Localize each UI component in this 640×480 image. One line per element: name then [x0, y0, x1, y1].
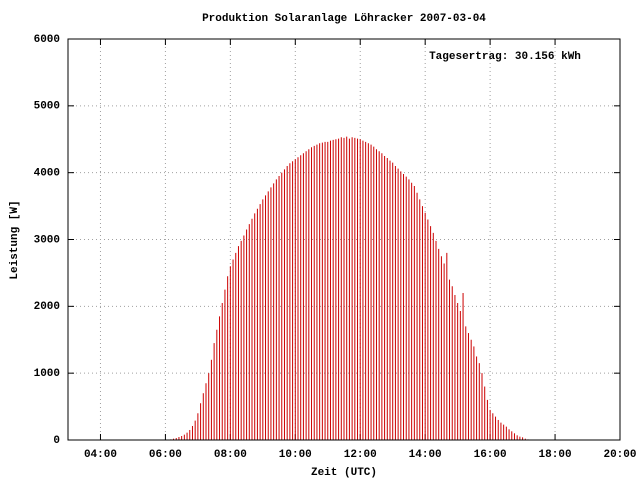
x-tick-label: 14:00 — [409, 449, 442, 461]
x-tick-label: 08:00 — [214, 449, 247, 461]
y-tick-label: 0 — [53, 435, 60, 447]
x-axis-label: Zeit (UTC) — [311, 467, 377, 479]
x-tick-label: 04:00 — [84, 449, 117, 461]
y-tick-label: 6000 — [34, 34, 60, 46]
chart-title: Produktion Solaranlage Löhracker 2007-03… — [202, 13, 486, 25]
x-tick-label: 06:00 — [149, 449, 182, 461]
annotation: Tagesertrag: 30.156 kWh — [429, 51, 581, 63]
y-tick-label: 2000 — [34, 301, 60, 313]
y-tick-label: 5000 — [34, 101, 60, 113]
x-tick-label: 12:00 — [344, 449, 377, 461]
y-tick-label: 1000 — [34, 368, 60, 380]
x-tick-label: 10:00 — [279, 449, 312, 461]
x-tick-label: 16:00 — [474, 449, 507, 461]
y-axis-label: Leistung [W] — [9, 200, 21, 279]
x-tick-label: 20:00 — [603, 449, 636, 461]
y-tick-label: 3000 — [34, 234, 60, 246]
plot-border — [67, 38, 621, 441]
y-tick-label: 4000 — [34, 168, 60, 180]
x-tick-label: 18:00 — [539, 449, 572, 461]
